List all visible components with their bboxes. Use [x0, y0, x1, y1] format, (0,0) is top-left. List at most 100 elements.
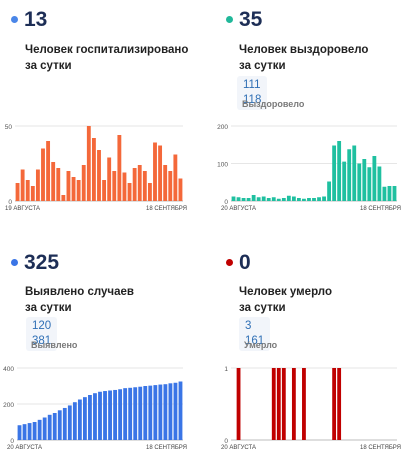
bar	[236, 368, 241, 440]
bar	[81, 165, 86, 201]
y-tick-label: 400	[3, 366, 14, 373]
bar	[163, 165, 168, 201]
y-tick-label: 50	[5, 124, 13, 131]
bar	[266, 198, 271, 201]
bar	[337, 368, 342, 440]
deaths-desc-line1: Человек умерло	[239, 286, 332, 298]
bar	[108, 390, 112, 440]
x-end-label: 18 СЕНТЯБРЯ	[146, 206, 187, 212]
bar	[352, 145, 357, 201]
x-start-label: 20 АВГУСТА	[221, 445, 256, 451]
bar	[327, 181, 332, 201]
bar	[102, 180, 107, 201]
bar	[281, 368, 286, 440]
bar	[52, 413, 57, 440]
bar	[30, 186, 35, 201]
bar	[261, 196, 266, 201]
x-end-label: 18 СЕНТЯБРЯ	[360, 206, 401, 212]
bar	[302, 368, 306, 440]
bar	[107, 157, 112, 201]
bar	[231, 196, 236, 201]
bar	[281, 198, 286, 201]
bar	[42, 417, 47, 440]
bar	[91, 138, 96, 201]
bar	[148, 385, 153, 440]
y-tick-label: 0	[10, 438, 14, 445]
cases-description: Выявлено случаев за сутки	[25, 284, 205, 316]
deaths-total-label: Умерло	[244, 340, 278, 350]
hospitalized-description: Человек госпитализировано за сутки	[25, 42, 205, 74]
bar	[112, 171, 117, 201]
bar	[246, 198, 251, 201]
bar	[291, 368, 296, 440]
bar	[97, 150, 101, 201]
bar	[276, 368, 281, 440]
bar	[72, 402, 77, 440]
hospitalized-desc-line2: за сутки	[25, 60, 72, 72]
deaths-desc-line2: за сутки	[239, 302, 286, 314]
bar	[57, 410, 62, 440]
bar	[122, 172, 127, 201]
y-tick-label: 100	[217, 162, 228, 169]
bar	[307, 198, 311, 201]
bar	[82, 397, 87, 440]
bar	[286, 195, 291, 201]
bar	[20, 169, 25, 201]
bar	[276, 198, 281, 201]
bar	[93, 393, 97, 440]
bar	[46, 141, 51, 201]
bar	[158, 384, 163, 440]
bar	[153, 142, 157, 201]
deaths-description: Человек умерло за сутки	[239, 284, 418, 316]
bar	[236, 197, 241, 201]
bar	[256, 197, 261, 201]
bullet-dot-icon	[11, 259, 18, 266]
bar	[322, 196, 326, 201]
bullet-dot-icon	[11, 16, 18, 23]
bar	[32, 422, 37, 440]
hospitalized-count: 13	[24, 8, 48, 31]
bar	[147, 183, 152, 201]
bar	[291, 196, 296, 201]
bar	[22, 424, 27, 440]
bar	[127, 183, 132, 201]
recovered-count: 35	[239, 8, 263, 31]
bar	[251, 195, 256, 201]
bar	[332, 368, 337, 440]
bar	[113, 389, 118, 440]
bar	[47, 414, 52, 440]
cases-desc-line1: Выявлено случаев	[25, 286, 134, 298]
bar	[163, 384, 168, 440]
bar	[178, 381, 183, 440]
bar	[332, 145, 337, 201]
bar	[392, 186, 397, 201]
bar	[132, 168, 137, 201]
deaths-count: 0	[239, 251, 251, 274]
bar	[143, 386, 148, 440]
bar	[51, 162, 56, 201]
bar	[77, 399, 82, 440]
x-start-label: 20 АВГУСТА	[7, 445, 42, 451]
bar	[271, 368, 276, 440]
bullet-dot-icon	[226, 16, 233, 23]
bar	[302, 198, 306, 201]
bar	[337, 141, 342, 201]
bar	[88, 395, 92, 440]
bar	[362, 159, 367, 201]
bar	[98, 391, 102, 440]
bar	[153, 385, 158, 440]
cases-count: 325	[24, 251, 60, 274]
bar	[387, 186, 392, 201]
bar	[296, 198, 301, 201]
bar	[168, 383, 173, 440]
bar	[382, 186, 387, 201]
bar	[342, 161, 347, 201]
bar	[377, 166, 382, 201]
bar	[35, 169, 40, 201]
y-tick-label: 0	[224, 438, 228, 445]
bar	[67, 405, 72, 440]
cases-total-label: Выявлено	[31, 340, 78, 350]
recovered-desc-line1: Человек выздоровело	[239, 44, 369, 56]
recovered-total: 111 118	[237, 76, 268, 110]
y-tick-label: 200	[3, 402, 14, 409]
